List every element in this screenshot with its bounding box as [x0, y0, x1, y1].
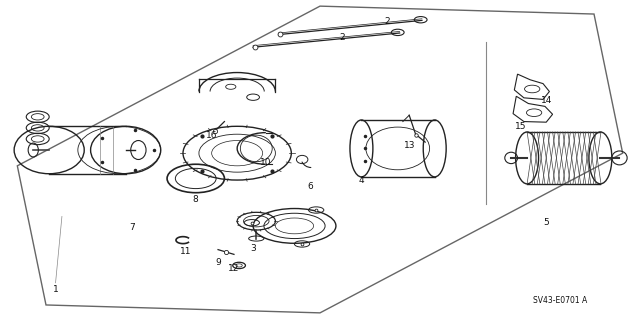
Text: 1: 1 — [52, 285, 58, 294]
Text: 12: 12 — [228, 264, 239, 273]
Text: 8: 8 — [193, 195, 198, 204]
Text: 15: 15 — [515, 122, 527, 131]
Text: 4: 4 — [358, 175, 364, 185]
Text: 9: 9 — [215, 258, 221, 267]
Text: 2: 2 — [339, 33, 345, 42]
Text: 3: 3 — [250, 243, 256, 253]
Text: 14: 14 — [541, 97, 552, 106]
Text: 11: 11 — [180, 247, 192, 256]
Text: SV43-E0701 A: SV43-E0701 A — [533, 296, 588, 305]
Text: 5: 5 — [543, 218, 549, 227]
Text: 13: 13 — [403, 141, 415, 150]
Text: 16: 16 — [206, 131, 218, 140]
Text: 10: 10 — [260, 158, 271, 167]
Text: 6: 6 — [308, 182, 314, 191]
Text: 2: 2 — [384, 18, 390, 26]
Text: 7: 7 — [129, 223, 135, 232]
